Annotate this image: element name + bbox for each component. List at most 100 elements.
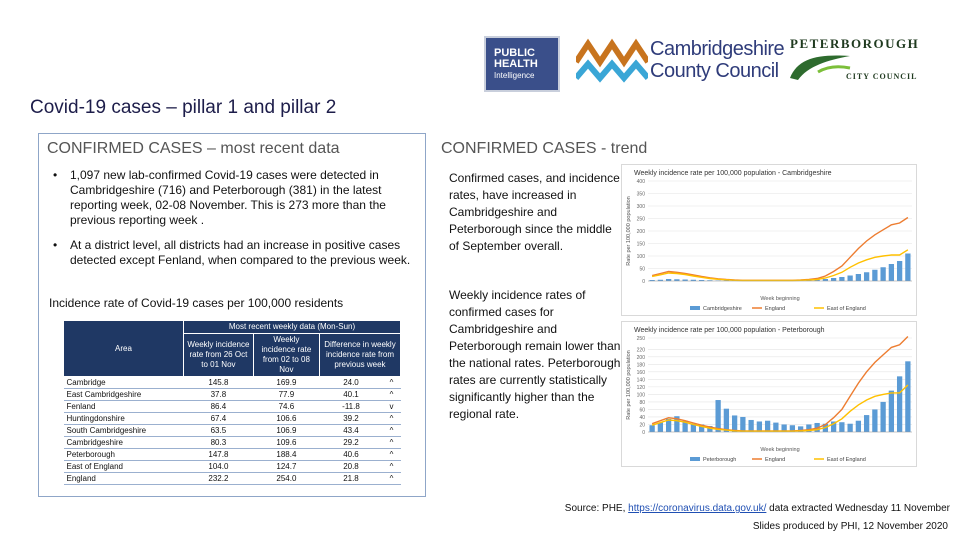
y-tick-label: 80 [639, 400, 645, 406]
group-header: Most recent weekly data (Mon-Sun) [183, 320, 401, 334]
pcc-logo-bottom: CITY COUNCIL [846, 72, 918, 81]
slides-credit: Slides produced by PHI, 12 November 2020 [752, 521, 948, 532]
prev-rate-cell: 67.4 [183, 412, 254, 425]
legend-swatch [690, 457, 700, 461]
y-tick-label: 60 [639, 407, 645, 413]
curr-rate-cell: 254.0 [253, 472, 320, 485]
chart-bar [806, 424, 812, 432]
y-tick-label: 300 [637, 204, 646, 210]
incidence-table: Area Most recent weekly data (Mon-Sun) W… [63, 320, 402, 485]
bullet-item: 1,097 new lab-confirmed Covid-19 cases w… [53, 168, 415, 228]
y-tick-label: 200 [637, 229, 646, 235]
curr-rate-cell: 169.9 [253, 376, 320, 389]
bullet-list: 1,097 new lab-confirmed Covid-19 cases w… [53, 168, 415, 278]
y-tick-label: 160 [637, 370, 646, 376]
chart-bar [690, 423, 697, 432]
x-axis-label: Week beginning [760, 296, 799, 302]
chart-bar [830, 278, 837, 281]
chart-bar [731, 415, 738, 432]
bullet-item: At a district level, all districts had a… [53, 238, 415, 268]
incidence-heading: Incidence rate of Covid-19 cases per 100… [49, 296, 344, 310]
curr-rate-cell: 124.7 [253, 460, 320, 473]
y-tick-label: 100 [637, 254, 646, 260]
y-tick-label: 220 [637, 347, 646, 353]
curr-rate-cell: 77.9 [253, 388, 320, 401]
trend-arrow-icon: ^ [382, 376, 401, 389]
y-tick-label: 0 [642, 430, 645, 436]
chart-bar [888, 390, 895, 432]
legend-label: England [765, 306, 785, 312]
difference-cell: 20.8 [319, 460, 383, 473]
chart-bar [872, 409, 878, 432]
difference-cell: 39.2 [319, 412, 383, 425]
table-row: Cambridgeshire 80.3 109.6 29.2 ^ [63, 436, 401, 449]
pcc-swoosh-icon [790, 55, 851, 80]
chart-bar [896, 261, 903, 281]
area-cell: Huntingdonshire [63, 412, 184, 425]
chart-bar [657, 279, 664, 281]
source-note: Source: PHE, https://coronavirus.data.go… [565, 503, 950, 514]
area-cell: Fenland [63, 400, 184, 413]
chart-bar [756, 421, 763, 432]
y-tick-label: 40 [639, 415, 645, 421]
y-tick-label: 250 [637, 336, 646, 342]
y-tick-label: 250 [637, 217, 646, 223]
difference-cell: 29.2 [319, 436, 383, 449]
prev-week-header: Weekly incidence rate from 26 Oct to 01 … [183, 333, 254, 377]
y-tick-label: 200 [637, 355, 646, 361]
legend-swatch [690, 306, 700, 310]
cambridgeshire-chart-svg: Weekly incidence rate per 100,000 popula… [626, 170, 912, 312]
chart-bar [855, 274, 862, 281]
area-cell: Cambridgeshire [63, 436, 184, 449]
chart-bar [707, 280, 713, 281]
trend-arrow-icon: v [382, 400, 401, 413]
area-cell: Peterborough [63, 448, 184, 461]
chart-title: Weekly incidence rate per 100,000 popula… [634, 170, 832, 177]
prev-rate-cell: 147.8 [183, 448, 254, 461]
difference-header: Difference in weekly incidence rate from… [318, 333, 402, 377]
legend-label: Peterborough [703, 457, 736, 463]
chart-bar [698, 280, 705, 281]
area-cell: South Cambridgeshire [63, 424, 184, 437]
peterborough-city-council-logo: PETERBOROUGH CITY COUNCIL [788, 36, 938, 88]
trend-arrow-icon: ^ [382, 460, 401, 473]
legend-label: East of England [827, 457, 866, 463]
y-tick-label: 100 [637, 392, 646, 398]
prev-rate-cell: 145.8 [183, 376, 254, 389]
ccc-logo-line2: County Council [650, 60, 779, 82]
chart-bar [863, 415, 870, 432]
prev-rate-cell: 80.3 [183, 436, 254, 449]
phi-logo: PUBLIC HEALTH Intelligence [484, 36, 560, 92]
curr-rate-cell: 106.6 [253, 412, 320, 425]
prev-rate-cell: 104.0 [183, 460, 254, 473]
area-cell: East of England [63, 460, 184, 473]
chart-bar [665, 279, 672, 281]
chart-bar [789, 425, 796, 432]
y-tick-label: 50 [639, 267, 645, 273]
chart-bar [797, 426, 804, 432]
area-column-header: Area [63, 320, 184, 377]
source-link[interactable]: https://coronavirus.data.gov.uk/ [628, 503, 767, 514]
y-tick-label: 140 [637, 377, 646, 383]
legend-label: Cambridgeshire [703, 306, 742, 312]
table-row: England 232.2 254.0 21.8 ^ [63, 472, 401, 485]
chart-bar [905, 253, 911, 281]
chart-bar [822, 279, 829, 281]
difference-cell: 24.0 [319, 376, 383, 389]
area-cell: East Cambridgeshire [63, 388, 184, 401]
area-cell: Cambridge [63, 376, 184, 389]
difference-cell: 40.6 [319, 448, 383, 461]
trend-arrow-icon: ^ [382, 436, 401, 449]
chart-bar [839, 277, 845, 281]
y-tick-label: 0 [642, 279, 645, 285]
series-line [651, 216, 909, 282]
curr-rate-cell: 106.9 [253, 424, 320, 437]
y-axis-label: Rate per 100,000 population [626, 196, 632, 265]
chart-bar [872, 269, 878, 281]
table-row: Fenland 86.4 74.6 -11.8 v [63, 400, 401, 413]
prev-rate-cell: 232.2 [183, 472, 254, 485]
phi-logo-line3: Intelligence [494, 70, 535, 80]
legend-label: England [765, 457, 785, 463]
difference-cell: 43.4 [319, 424, 383, 437]
page-title: Covid-19 cases – pillar 1 and pillar 2 [30, 97, 337, 118]
